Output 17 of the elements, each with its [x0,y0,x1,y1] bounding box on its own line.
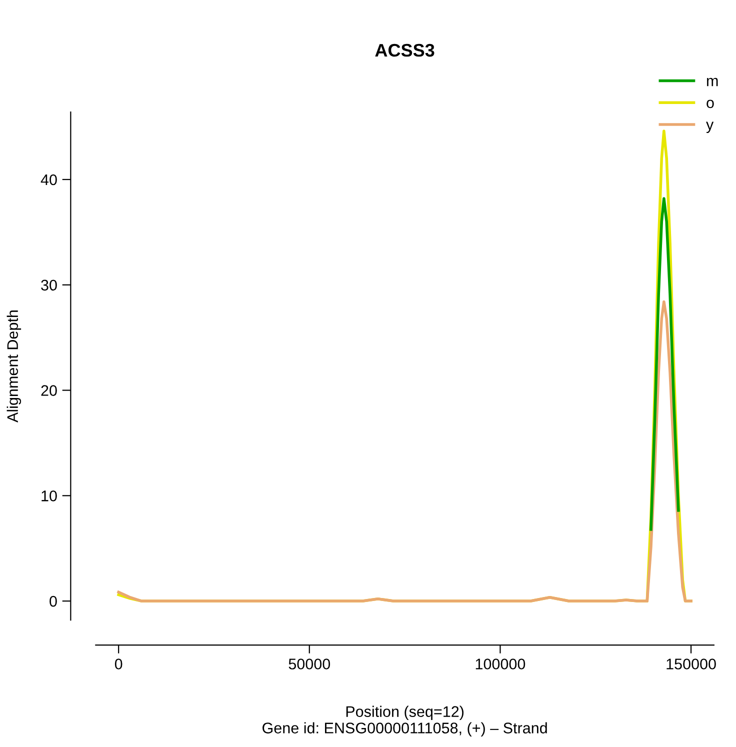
x-tick-label: 0 [114,658,122,670]
y-tick-label: 0 [50,596,57,607]
chart-title: ACSS3 [375,44,434,57]
x-axis-title: Position (seq=12) Gene id: ENSG00000111058, (+) – Strand [262,706,547,736]
legend-label: o [706,100,714,108]
line-series [650,197,680,531]
y-tick-label: 30 [41,280,57,291]
y-tick-label: 20 [41,385,57,396]
y-tick-label: 40 [40,174,57,186]
x-tick-label: 100000 [476,658,526,670]
y-axis-title: Alignment Depth [6,310,22,422]
legend-label: m [707,78,718,86]
x-tick-label: 150000 [666,658,716,670]
line-series [117,300,692,602]
legend-label: y [706,122,714,134]
y-tick-label: 10 [42,490,57,502]
x-tick-label: 50000 [288,658,330,670]
